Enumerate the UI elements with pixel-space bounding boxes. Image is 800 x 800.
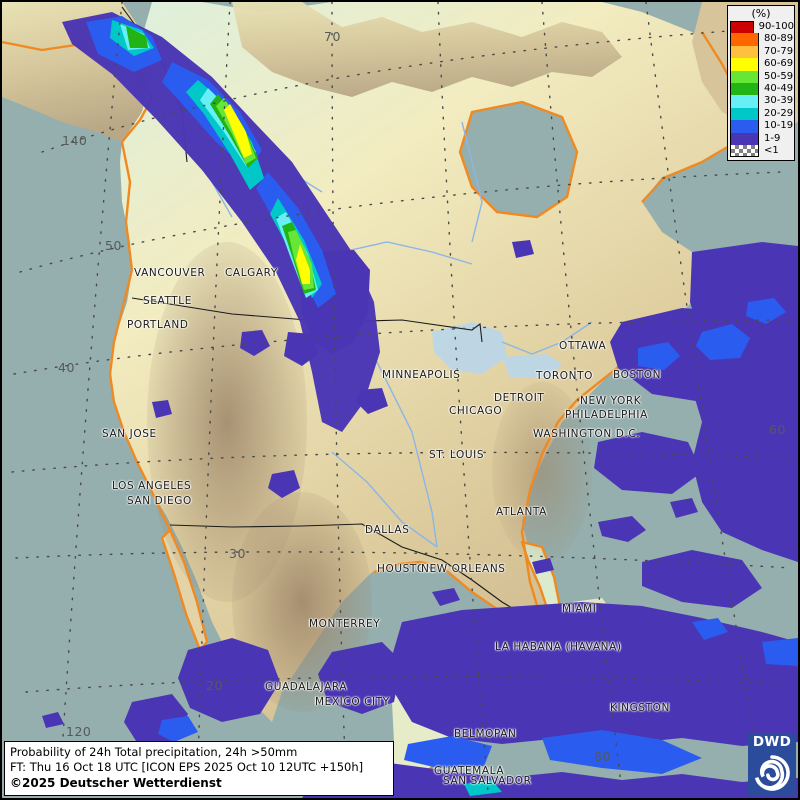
legend-rows: 90-100 80-89 70-79 60-69 50-59 40-49 30-39 20-2…	[728, 21, 794, 158]
baja-california	[162, 530, 207, 650]
city-label: TORONTO	[536, 370, 593, 382]
graticule-layer	[11, 2, 793, 793]
graticule-label: 40	[58, 360, 75, 375]
legend-swatch	[730, 82, 759, 96]
legend-swatch	[730, 120, 759, 133]
legend-label: 30-39	[764, 95, 794, 107]
legend-swatch	[730, 95, 759, 108]
city-label: CALGARY	[225, 267, 278, 279]
legend-label: 70-79	[764, 45, 794, 57]
legend-panel[interactable]: (%) 90-100 80-89 70-79 60-69 50-59 40-49 30-39…	[727, 5, 795, 162]
legend-swatch	[730, 107, 759, 121]
dwd-wordmark: DWD	[752, 734, 792, 750]
hudson-bay	[460, 102, 577, 217]
legend-row: 50-59	[730, 70, 794, 83]
legend-row: 20-29	[730, 107, 794, 121]
city-label: PHILADELPHIA	[565, 409, 648, 421]
legend-swatch	[730, 70, 759, 83]
legend-label: 40-49	[764, 82, 794, 94]
caption-copyright: ©2025 Deutscher Wetterdienst	[10, 776, 222, 790]
legend-row: 30-39	[730, 95, 794, 108]
legend-label: 20-29	[764, 107, 794, 119]
graticule-label: 80	[594, 749, 611, 764]
city-label: VANCOUVER	[134, 267, 206, 279]
legend-swatch	[730, 21, 754, 34]
city-label: SEATTLE	[143, 295, 192, 307]
legend-row: <1	[730, 144, 794, 158]
caption-forecast-time: FT: Thu 16 Oct 18 UTC [ICON EPS 2025 Oct…	[10, 760, 364, 774]
legend-swatch	[730, 33, 759, 46]
city-label: MINNEAPOLIS	[382, 369, 461, 381]
legend-label: 80-89	[764, 33, 794, 45]
city-label: BELMOPAN	[454, 728, 517, 740]
legend-row: 60-69	[730, 58, 794, 71]
graticule-label: 140	[62, 133, 88, 148]
city-label: ATLANTA	[496, 506, 547, 518]
city-label: KINGSTON	[610, 702, 670, 714]
legend-label: 50-59	[764, 70, 794, 82]
city-label: HOUSTON	[377, 563, 435, 575]
city-label: GUATEMALA	[434, 765, 505, 777]
city-label: NEW ORLEANS	[421, 563, 506, 575]
legend-row: 10-19	[730, 120, 794, 133]
city-label: DETROIT	[494, 392, 545, 404]
dwd-logo: DWD	[748, 734, 796, 796]
city-label: DALLAS	[365, 524, 410, 536]
appalachian-relief	[492, 382, 592, 562]
legend-label: 1-9	[764, 132, 781, 144]
lake-erie-ontario	[502, 354, 562, 378]
city-label: BOSTON	[613, 369, 662, 381]
arctic-islands	[232, 2, 622, 97]
legend-unit-title: (%)	[751, 7, 771, 20]
legend-label: 60-69	[764, 58, 794, 70]
legend-row: 40-49	[730, 82, 794, 96]
dwd-spiral-icon	[754, 755, 790, 791]
city-label: SAN JOSE	[102, 428, 157, 440]
graticule-label: 50	[105, 238, 122, 253]
legend-swatch	[730, 45, 759, 59]
city-label: SAN DIEGO	[127, 495, 192, 507]
caption-box: Probability of 24h Total precipitation, …	[4, 741, 394, 796]
city-label: PORTLAND	[127, 319, 189, 331]
legend-row: 1-9	[730, 132, 794, 145]
legend-row: 90-100	[730, 21, 794, 34]
city-label: NEW YORK	[580, 395, 642, 407]
city-label: MONTERREY	[309, 618, 381, 630]
city-label: CHICAGO	[449, 405, 503, 417]
graticule-label: 20	[206, 678, 223, 693]
precip-60to69-layer	[224, 104, 310, 284]
legend-swatch	[730, 58, 759, 71]
legend-swatch	[730, 144, 759, 158]
city-label: LA HABANA (HAVANA)	[495, 641, 622, 653]
city-label: ST. LOUIS	[429, 449, 485, 461]
city-label: SAN SALVADOR	[443, 775, 532, 787]
graticule-label: 120	[66, 724, 92, 739]
legend-label: <1	[764, 144, 779, 156]
city-label: WASHINGTON D.C.	[533, 428, 641, 440]
florida-peninsula	[522, 542, 560, 617]
legend-label: 90-100	[758, 21, 794, 32]
graticule-label: 60	[769, 422, 786, 437]
legend-row: 80-89	[730, 33, 794, 46]
city-label: MEXICO CITY	[315, 696, 390, 708]
graticule-label: 30	[229, 546, 246, 561]
graticule-label: 70	[324, 29, 341, 44]
city-label: MIAMI	[562, 603, 597, 615]
legend-row: 70-79	[730, 45, 794, 59]
city-label: GUADALAJARA	[265, 681, 348, 693]
precip-1to9-layer	[42, 12, 798, 798]
caption-title: Probability of 24h Total precipitation, …	[10, 745, 298, 759]
legend-swatch	[730, 132, 759, 145]
great-lakes	[432, 322, 507, 374]
legend-label: 10-19	[764, 120, 794, 132]
city-label: LOS ANGELES	[112, 480, 192, 492]
city-label: OTTAWA	[559, 340, 607, 352]
